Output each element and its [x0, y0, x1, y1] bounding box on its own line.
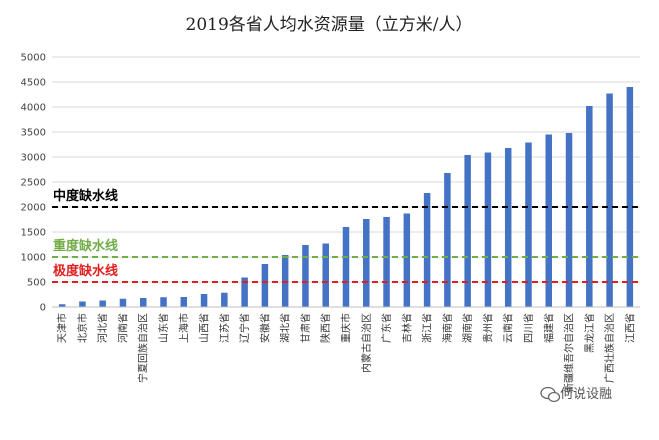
x-tick-label: 甘肃省: [299, 313, 312, 343]
y-tick-label: 2500: [21, 178, 46, 189]
x-tick-label: 江苏省: [218, 313, 231, 343]
x-tick-label: 山西省: [198, 313, 211, 343]
y-tick-label: 4000: [21, 103, 46, 114]
y-tick-label: 2000: [21, 203, 46, 214]
bar: [586, 106, 593, 307]
bar: [606, 93, 613, 307]
reference-line-label: 极度缺水线: [53, 263, 118, 279]
x-tick-label: 河北省: [96, 313, 109, 343]
y-tick-label: 3000: [21, 153, 46, 164]
bar: [383, 217, 390, 307]
y-tick-label: 500: [27, 278, 46, 289]
x-tick-label: 海南省: [441, 313, 454, 343]
bar: [322, 243, 329, 307]
y-tick-label: 5000: [21, 53, 46, 64]
x-tick-label: 天津市: [56, 313, 69, 343]
x-tick-label: 内蒙古自治区: [360, 313, 373, 373]
bar: [444, 173, 451, 307]
x-tick-label: 四川省: [522, 313, 535, 343]
bar: [504, 148, 512, 307]
y-axis: 0 500 1000 1500 2000 2500 3000 3500 4000 4500 5000: [21, 53, 46, 314]
bar: [58, 304, 66, 307]
x-tick-label: 山东省: [157, 313, 170, 343]
x-tick-label: 重庆市: [340, 313, 353, 343]
y-tick-label: 1500: [21, 228, 46, 239]
x-tick-label: 辽宁省: [238, 313, 251, 343]
x-tick-label: 云南省: [502, 313, 515, 343]
bar: [180, 297, 188, 307]
bar: [160, 297, 167, 307]
x-axis: 天津市 北京市 河北省 河南省 宁夏回族自治区 山东省 上海市 山西省 江苏省 辽宁省 安徽省 湖北省…: [52, 306, 640, 393]
bar: [302, 245, 309, 307]
x-tick-label: 贵州省: [481, 313, 494, 343]
x-tick-label: 广东省: [380, 313, 393, 343]
bar: [423, 193, 431, 307]
bar: [139, 298, 147, 307]
bar: [342, 227, 350, 307]
x-tick-label: 吉林省: [400, 313, 413, 343]
reference-line-label: 中度缺水线: [53, 188, 118, 204]
bar: [261, 264, 269, 307]
bar: [221, 292, 228, 307]
x-tick-label: 广西壮族自治区: [603, 313, 616, 383]
x-tick-label: 浙江省: [421, 313, 434, 343]
y-tick-label: 0: [40, 303, 46, 314]
watermark-text: 何说设融: [560, 386, 612, 402]
y-tick-label: 3500: [21, 128, 46, 139]
x-tick-label: 陕西省: [319, 313, 332, 343]
y-tick-label: 4500: [21, 78, 46, 89]
x-tick-label: 安徽省: [258, 313, 271, 343]
bar: [241, 277, 248, 307]
bars: [58, 87, 634, 307]
reference-line-label: 重度缺水线: [53, 238, 118, 254]
bar: [403, 213, 411, 307]
bar: [484, 152, 492, 307]
bar: [545, 134, 553, 307]
bar: [99, 300, 106, 307]
y-tick-label: 1000: [21, 253, 46, 264]
x-tick-label: 湖南省: [461, 313, 474, 343]
bar: [363, 219, 370, 307]
bar: [626, 87, 634, 307]
bar: [464, 155, 471, 307]
wechat-icon: [540, 386, 561, 403]
chart-title: 2019各省人均水资源量（立方米/人）: [186, 15, 473, 35]
watermark: 何说设融: [540, 386, 612, 403]
bar: [525, 142, 532, 307]
x-tick-label: 宁夏回族自治区: [137, 313, 150, 383]
x-tick-label: 江西省: [623, 313, 636, 343]
x-tick-label: 上海市: [177, 313, 190, 343]
bar: [565, 133, 573, 307]
x-tick-label: 河南省: [116, 313, 129, 343]
x-tick-label: 黑龙江省: [583, 313, 596, 353]
bar: [119, 298, 127, 307]
x-tick-label: 湖北省: [279, 313, 292, 343]
x-tick-label: 北京市: [76, 313, 89, 343]
bar: [79, 301, 86, 307]
x-tick-label: 福建省: [542, 313, 555, 343]
bar: [200, 294, 208, 307]
x-tick-label: 新疆维吾尔自治区: [563, 313, 576, 393]
